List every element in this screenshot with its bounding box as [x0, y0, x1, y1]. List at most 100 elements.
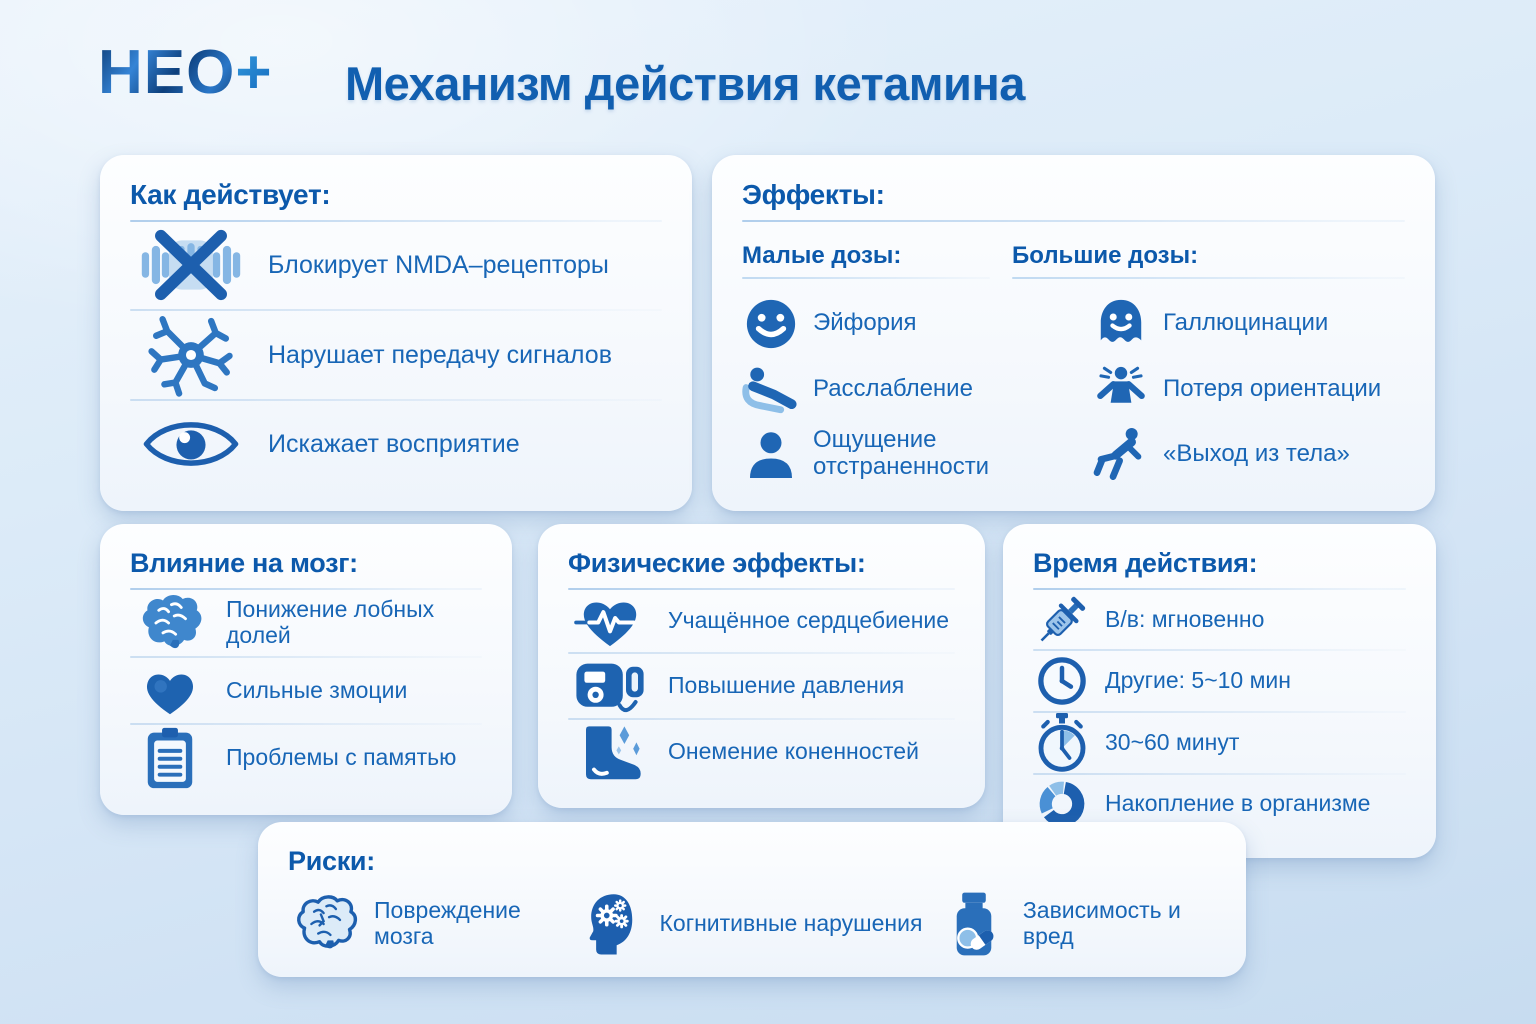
- list-item: Ощущение отстраненности: [742, 422, 990, 487]
- list-item: Повреждение мозга: [288, 894, 574, 954]
- list-item: Зависимость и вред: [937, 891, 1216, 957]
- list-item-label: Накопление в организме: [1105, 790, 1371, 817]
- list-item: Нарушает передачу сигналов: [130, 311, 662, 399]
- column-large-doses-subtitle: Большие дозы:: [1012, 242, 1199, 269]
- divider: [130, 220, 662, 222]
- list-item: Блокирует NMDA–рецепторы: [130, 222, 662, 309]
- numb-foot-icon: [568, 720, 652, 784]
- list-item: «Выход из тела»: [1012, 422, 1405, 487]
- list-item: Проблемы с памятью: [130, 725, 482, 791]
- list-item: 30~60 минут: [1033, 712, 1406, 773]
- eye-icon: [130, 412, 252, 476]
- list-item: Расслабление: [742, 356, 990, 421]
- card-how-it-works: Как действует: Блокирует NMDA–рецепторы: [100, 155, 692, 511]
- list-item-label: Онемение коненностей: [668, 738, 919, 765]
- nmda-receptor-blocked-icon: [130, 224, 252, 306]
- card-brain-title: Влияние на мозг:: [130, 548, 358, 578]
- brain-icon: [130, 592, 210, 654]
- list-item: Потеря ориентации: [1012, 356, 1405, 421]
- divider: [1033, 710, 1406, 713]
- card-brain-influence: Влияние на мозг: Понижение лобных долей …: [100, 524, 512, 815]
- column-small-doses: Малые дозы: Эйфория: [742, 242, 990, 487]
- list-item-label: Искажает восприятие: [268, 429, 520, 458]
- card-time-of-action: Время действия: В/в: мгновенно: [1003, 524, 1436, 858]
- list-item: В/в: мгновенно: [1033, 590, 1406, 649]
- list-item-label: Эйфория: [813, 309, 917, 337]
- damaged-brain-icon: [288, 894, 362, 954]
- person-icon: [742, 427, 800, 481]
- list-item-label: Проблемы с памятью: [226, 744, 457, 771]
- clipboard-icon: [130, 726, 210, 790]
- clock-icon: [1033, 655, 1091, 707]
- divider: [742, 220, 1405, 222]
- list-item-label: Ощущение отстраненности: [813, 426, 990, 481]
- logo-plus-icon: +: [235, 38, 273, 107]
- disoriented-person-icon: [1092, 363, 1150, 415]
- divider: [130, 308, 662, 311]
- list-item-label: Зависимость и вред: [1022, 897, 1181, 949]
- list-item-label: Блокирует NMDA–рецепторы: [268, 251, 609, 280]
- list-item-label: Повышение давления: [668, 672, 905, 699]
- divider: [130, 398, 662, 401]
- list-item-label: В/в: мгновенно: [1105, 605, 1265, 632]
- card-physical-title: Физические эффекты:: [568, 548, 866, 578]
- divider: [130, 655, 482, 658]
- card-risks-title: Риски:: [288, 846, 375, 876]
- list-item: Сильные змоции: [130, 658, 482, 724]
- pill-bottle-icon: [937, 891, 1011, 957]
- smiley-icon: [742, 296, 800, 352]
- list-item: Когнитивные нарушения: [574, 890, 937, 958]
- list-item: Накопление в организме: [1033, 775, 1406, 834]
- list-item-label: Потеря ориентации: [1163, 374, 1382, 402]
- neuron-icon: [130, 311, 252, 399]
- card-time-title: Время действия:: [1033, 548, 1258, 578]
- divider: [1033, 649, 1406, 652]
- ghost-icon: [1092, 296, 1150, 352]
- page-title: Механизм действия кетамина: [345, 57, 1025, 110]
- column-large-doses: Большие дозы: Галлюцинации: [1012, 242, 1405, 487]
- list-item-label: Расслабление: [813, 374, 973, 402]
- divider: [568, 652, 955, 654]
- list-item-label: «Выход из тела»: [1163, 439, 1350, 467]
- divider: [1033, 772, 1406, 775]
- heartbeat-heart-icon: [568, 590, 652, 652]
- column-small-doses-subtitle: Малые дозы:: [742, 242, 902, 269]
- card-effects: Эффекты: Малые дозы: Эйфория: [712, 155, 1435, 511]
- logo-text: НЕО: [98, 38, 236, 107]
- card-physical-effects: Физические эффекты: Учащённое сердцебиен…: [538, 524, 985, 808]
- floating-person-icon: [1092, 425, 1150, 483]
- list-item: Искажает восприятие: [130, 401, 662, 488]
- divider: [568, 718, 955, 720]
- card-how-title: Как действует:: [130, 179, 331, 210]
- list-item-label: Когнитивные нарушения: [659, 910, 923, 937]
- divider: [1012, 277, 1405, 279]
- divider: [130, 723, 482, 726]
- list-item: Другие: 5~10 мин: [1033, 651, 1406, 710]
- list-item-label: Понижение лобных долей: [226, 596, 435, 648]
- logo: НЕО+: [98, 42, 273, 104]
- list-item: Эйфория: [742, 291, 990, 356]
- list-item-label: Учащённое сердцебиение: [668, 607, 950, 634]
- list-item-label: 30~60 минут: [1105, 728, 1240, 755]
- divider: [1033, 588, 1406, 590]
- divider: [568, 588, 955, 590]
- list-item: Галлюцинации: [1012, 291, 1405, 356]
- list-item: Учащённое сердцебиение: [568, 590, 955, 652]
- heart-icon: [130, 663, 210, 719]
- donut-chart-icon: [1033, 778, 1091, 830]
- list-item-label: Другие: 5~10 мин: [1105, 667, 1291, 694]
- stopwatch-icon: [1033, 712, 1091, 773]
- syringe-icon: [1033, 591, 1091, 649]
- blood-pressure-icon: [568, 654, 652, 718]
- reclining-person-icon: [742, 362, 800, 416]
- list-item: Понижение лобных долей: [130, 590, 482, 656]
- head-gears-icon: [574, 890, 648, 958]
- card-effects-title: Эффекты:: [742, 179, 885, 210]
- list-item-label: Сильные змоции: [226, 676, 408, 703]
- list-item-label: Повреждение мозга: [374, 897, 521, 949]
- divider: [130, 588, 482, 590]
- list-item: Повышение давления: [568, 654, 955, 718]
- list-item: Онемение коненностей: [568, 720, 955, 784]
- list-item-label: Галлюцинации: [1163, 309, 1329, 337]
- card-risks: Риски: Повреждение мозга: [258, 822, 1246, 977]
